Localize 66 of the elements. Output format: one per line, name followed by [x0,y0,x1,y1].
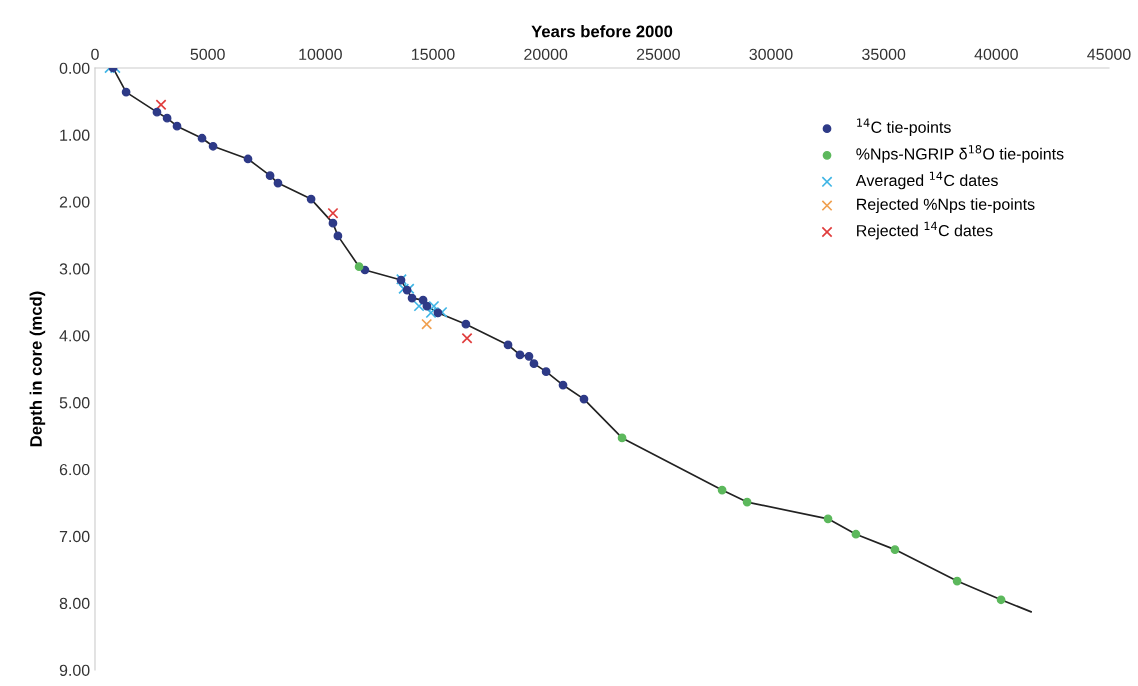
y-tick-label: 2.00 [59,196,90,208]
y-tick-label: 0.00 [59,62,90,74]
point [742,497,752,507]
x-tick-label: 5000 [190,48,225,60]
y-tick-label: 6.00 [59,463,90,476]
point [541,367,551,377]
legend-label: Averaged $^{14}$C dates [855,171,998,190]
point [529,359,539,369]
legend-label: %Nps-NGRIP δ$^{18}$O tie-points [856,145,1064,163]
legend-label: Rejected $^{14}$C dates [857,221,993,240]
y-tick-label: 9.00 [59,664,90,676]
point [421,318,433,330]
legend-label: $^{14}$C tie-points [857,118,951,137]
point [162,113,172,123]
point [823,514,833,524]
point [407,293,417,303]
x-tick-label: 40000 [974,48,1018,60]
point [306,194,316,204]
point [717,485,727,495]
point [996,595,1006,605]
point [273,178,283,188]
point [515,350,525,360]
point [152,107,162,117]
x-tick-label: 45000 [1087,48,1131,60]
legend-label: Rejected %Nps tie-points [857,198,1035,214]
point [461,319,471,329]
point [503,340,513,350]
x-tick-label: 35000 [862,48,906,60]
x-tick-label: 25000 [636,48,680,60]
point [328,218,338,228]
y-tick-label: 7.00 [59,530,90,543]
x-tick-label: 30000 [749,48,793,60]
x-tick-label: 20000 [524,48,568,60]
x-axis-title: Years before 2000 [531,25,673,38]
point [422,301,432,311]
point [461,332,473,344]
point [197,133,207,143]
point [428,300,440,312]
point [398,283,410,295]
point [558,380,568,390]
x-tick-label: 10000 [299,48,342,60]
point [243,154,253,164]
point [433,308,443,318]
point [524,351,534,361]
point [121,87,131,97]
y-tick-label: 5.00 [59,397,90,409]
y-tick-label: 3.00 [59,263,90,275]
x-tick-label: 15000 [412,48,455,60]
y-tick-label: 8.00 [59,597,90,610]
y-tick-label: 4.00 [59,330,90,342]
point [327,207,339,219]
point [617,433,627,443]
x-tick-label: 0 [91,48,99,60]
point [155,99,167,111]
point [172,121,182,131]
y-axis-title: Depth in core (mcd) [29,291,46,447]
point [890,545,900,554]
point [851,529,861,539]
point [208,141,218,151]
point [354,262,364,272]
point [413,300,425,312]
point [265,171,275,181]
point [333,231,343,241]
point [579,394,589,404]
point [952,576,962,586]
y-tick-label: 1.00 [60,129,90,141]
